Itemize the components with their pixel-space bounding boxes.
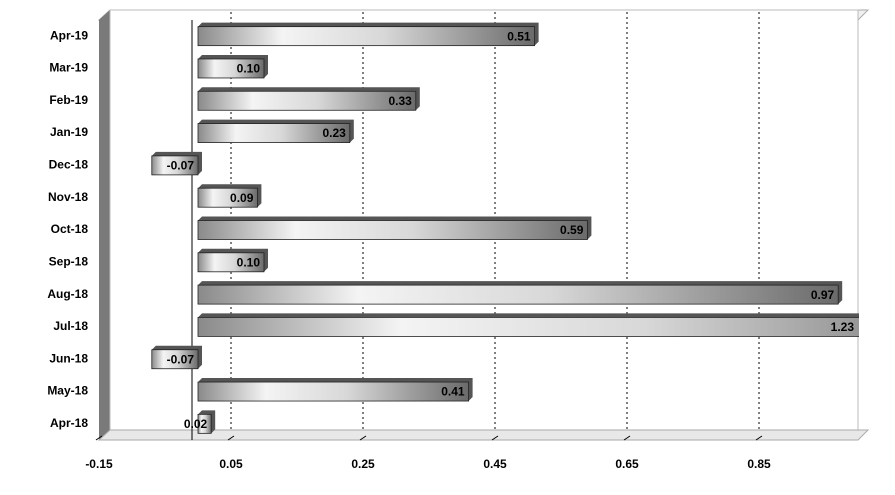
- bar: [197, 252, 265, 273]
- x-tick: [623, 435, 631, 441]
- x-tick-label: 0.05: [219, 457, 243, 471]
- y-tick-label: Sep-18: [49, 254, 89, 268]
- y-tick-label: Oct-18: [51, 222, 89, 236]
- bar: [197, 413, 212, 434]
- bar: [151, 155, 199, 176]
- y-tick-label: Dec-18: [49, 158, 89, 172]
- value-label: 0.02: [184, 417, 208, 431]
- y-tick-label: Aug-18: [47, 287, 88, 301]
- value-label: 0.23: [322, 126, 346, 140]
- x-tick-label: 0.85: [747, 457, 771, 471]
- y-tick-label: Feb-19: [49, 93, 88, 107]
- x-tick: [227, 435, 235, 441]
- plot-floor: [97, 429, 870, 441]
- value-label: -0.07: [167, 159, 195, 173]
- x-tick: [755, 435, 763, 441]
- bar: [197, 187, 258, 208]
- y-tick-label: Apr-18: [50, 416, 88, 430]
- value-label: 0.10: [237, 255, 261, 269]
- x-tick: [95, 435, 103, 441]
- y-tick-label: Mar-19: [49, 61, 88, 75]
- plot-side-wall: [99, 10, 110, 440]
- value-label: -0.07: [167, 352, 195, 366]
- x-tick-label: 0.25: [351, 457, 375, 471]
- value-label: 0.41: [441, 385, 465, 399]
- value-label: 0.10: [237, 62, 261, 76]
- value-label: 0.09: [230, 191, 254, 205]
- value-label: 0.97: [811, 288, 835, 302]
- bar: [197, 58, 265, 79]
- bar: [197, 90, 417, 111]
- value-label: 0.33: [388, 94, 412, 108]
- labels: -0.15 0.05 0.25 0.45 0.65 0.85 Apr-18 0.02 May-1…: [47, 28, 854, 471]
- bar: [197, 26, 536, 47]
- bar: [197, 284, 839, 305]
- x-tick: [491, 435, 499, 441]
- x-tick-label: 0.45: [483, 457, 507, 471]
- bar: [197, 220, 588, 240]
- y-tick-label: Nov-18: [48, 190, 88, 204]
- y-tick-label: Jul-18: [53, 319, 88, 333]
- bars: [151, 22, 859, 434]
- value-label: 1.23: [831, 320, 855, 334]
- bar: [197, 123, 351, 143]
- grid: [95, 12, 763, 441]
- value-label: 0.51: [507, 29, 531, 43]
- x-tick-label: -0.15: [85, 457, 113, 471]
- bar: [197, 317, 859, 337]
- bar: [151, 349, 199, 370]
- y-tick-label: Jan-19: [50, 125, 88, 139]
- y-tick-label: Jun-18: [49, 351, 88, 365]
- bar: [197, 381, 470, 402]
- value-label: 0.59: [560, 223, 584, 237]
- x-tick: [359, 435, 367, 441]
- y-tick-label: May-18: [47, 384, 88, 398]
- y-tick-label: Apr-19: [50, 28, 88, 42]
- x-tick-label: 0.65: [615, 457, 639, 471]
